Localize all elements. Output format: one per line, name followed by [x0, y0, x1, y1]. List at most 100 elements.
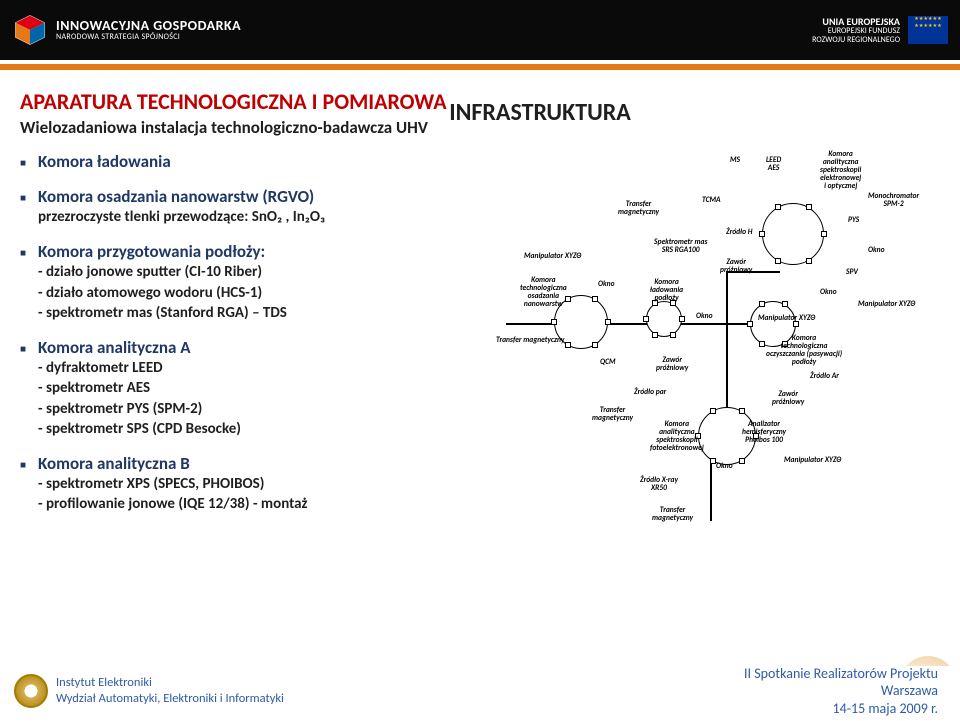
- diagram-label: Źródło X-rayXR50: [640, 477, 678, 493]
- section-line: - dyfraktometr LEED: [38, 358, 440, 378]
- logo-cube-icon: [12, 12, 48, 48]
- diagram-port: [710, 458, 716, 464]
- right-column: MSLEEDAESKomoraanalitycznaspektroskopiie…: [450, 151, 940, 529]
- section: Komora przygotowania podłoży:- działo jo…: [20, 241, 440, 323]
- diagram-label: Transfermagnetyczny: [652, 507, 693, 523]
- diagram-port: [739, 408, 745, 414]
- diagram-port: [565, 342, 571, 348]
- diagram-port: [806, 204, 812, 210]
- section-title: Komora analityczna B: [20, 453, 440, 474]
- diagram-label: Okno: [820, 289, 837, 297]
- diagram-label: TCMA: [702, 197, 721, 205]
- diagram-port: [551, 319, 557, 325]
- diagram-label: Komoratechnologicznaoczyszczania (pasywa…: [766, 335, 842, 367]
- logo-left-text: INNOWACYJNA GOSPODARKA NARODOWA STRATEGI…: [56, 18, 241, 42]
- section-body: przezroczyste tlenki przewodzące: SnO₂ ,…: [20, 207, 440, 227]
- diagram-label: Okno: [716, 463, 733, 471]
- section-title: Komora przygotowania podłoży:: [20, 241, 440, 262]
- diagram-port: [592, 342, 598, 348]
- footer-inst2: Wydział Automatyki, Elektroniki i Inform…: [56, 691, 284, 707]
- diagram-chamber: [762, 203, 824, 265]
- diagram-port: [821, 231, 827, 237]
- diagram-port: [759, 341, 765, 347]
- diagram-port: [652, 332, 658, 338]
- section-title: Komora ładowania: [20, 151, 440, 172]
- diagram-label: Źródło par: [634, 389, 666, 397]
- eu-flag-icon: [908, 16, 948, 44]
- section-line: - spektrometr mas (Stanford RGA) – TDS: [38, 303, 440, 323]
- section-line: - profilowanie jonowe (IQE 12/38) - mont…: [38, 494, 440, 514]
- diagram-label: Transfermagnetyczny: [618, 201, 659, 217]
- logo-right: UNIA EUROPEJSKA EUROPEJSKI FUNDUSZ ROZWO…: [812, 16, 948, 45]
- section-body: - działo jonowe sputter (CI-10 Riber)- d…: [20, 262, 440, 323]
- section-line: - spektrometr PYS (SPM-2): [38, 399, 440, 419]
- diagram-label: Zawórpróżniowy: [772, 391, 804, 407]
- diagram-label: Źródło Ar: [810, 373, 839, 381]
- diagram-label: SPV: [846, 269, 858, 277]
- diagram-port: [759, 231, 765, 237]
- diagram-label: Komoratechnologicznaosadzaniananowarstw: [520, 277, 567, 309]
- diagram-label: AnalizatorhemisferycznyPhoibos 100: [742, 421, 786, 445]
- diagram-label: Spektrometr masSRS RGA100: [654, 239, 707, 255]
- eu-line3: ROZWOJU REGIONALNEGO: [812, 36, 900, 45]
- left-column: Komora ładowania Komora osadzania nanowar…: [20, 151, 440, 529]
- diagram-label: Okno: [696, 313, 713, 321]
- orange-stripe: [0, 64, 960, 70]
- diagram-port: [643, 316, 649, 322]
- logo-left-subtitle: NARODOWA STRATEGIA SPÓJNOŚCI: [56, 33, 241, 42]
- section: Komora analityczna B- spektrometr XPS (S…: [20, 453, 440, 515]
- diagram-label: PYS: [848, 217, 859, 225]
- section-line: - spektrometr SPS (CPD Besocke): [38, 419, 440, 439]
- section: Komora osadzania nanowarstw (RGVO)przezr…: [20, 186, 440, 227]
- diagram-label: MS: [730, 157, 740, 165]
- diagram-label: Zawórpróżniowy: [656, 357, 688, 373]
- diagram-port: [605, 319, 611, 325]
- diagram-label: Transfer magnetyczny: [496, 337, 564, 345]
- diagram-port: [806, 258, 812, 264]
- diagram-label: Komoraanalitycznaspektroskopiifotoelektr…: [650, 421, 704, 453]
- diagram-label: Manipulator XYZΘ: [524, 253, 581, 261]
- section: Komora analityczna A- dyfraktometr LEED-…: [20, 337, 440, 439]
- footer-left: Instytut Elektroniki Wydział Automatyki,…: [14, 674, 284, 708]
- diagram-label: Źródło H: [726, 229, 753, 237]
- diagram-port: [679, 316, 685, 322]
- section-body: - dyfraktometr LEED- spektrometr AES- sp…: [20, 358, 440, 439]
- diagram-port: [739, 458, 745, 464]
- diagram-port: [592, 296, 598, 302]
- diagram-label: Zawórpróżniowy: [720, 259, 752, 275]
- diagram-line: [506, 323, 756, 325]
- logo-left-title: INNOWACYJNA GOSPODARKA: [56, 18, 241, 33]
- section-title: Komora osadzania nanowarstw (RGVO): [20, 186, 440, 207]
- diagram-label: Okno: [598, 281, 615, 289]
- diagram-port: [775, 258, 781, 264]
- section-line: przezroczyste tlenki przewodzące: SnO₂ ,…: [38, 207, 440, 227]
- diagram-label: LEEDAES: [766, 157, 781, 173]
- logo-left: INNOWACYJNA GOSPODARKA NARODOWA STRATEGI…: [12, 12, 241, 48]
- footer-meet1: II Spotkanie Realizatorów Projektu: [744, 665, 938, 683]
- section: Komora ładowania: [20, 151, 440, 172]
- diagram-label: Manipulator XYZΘ: [784, 457, 841, 465]
- diagram-label: MonochromatorSPM-2: [868, 193, 919, 209]
- section-line: - działo jonowe sputter (CI-10 Riber): [38, 262, 440, 282]
- diagram-port: [759, 301, 765, 307]
- section-body: - spektrometr XPS (SPECS, PHOIBOS)- prof…: [20, 474, 440, 515]
- section-line: - spektrometr AES: [38, 378, 440, 398]
- diagram-port: [710, 408, 716, 414]
- section-title: Komora analityczna A: [20, 337, 440, 358]
- footer-right: II Spotkanie Realizatorów Projektu Warsz…: [736, 661, 946, 721]
- footer-inst1: Instytut Elektroniki: [56, 675, 284, 691]
- content-area: APARATURA TECHNOLOGICZNA I POMIAROWA Wie…: [0, 80, 960, 666]
- section-line: - spektrometr XPS (SPECS, PHOIBOS): [38, 474, 440, 494]
- footer-meet2: Warszawa: [744, 682, 938, 700]
- uhv-diagram: MSLEEDAESKomoraanalitycznaspektroskopiie…: [450, 151, 920, 521]
- diagram-label: Manipulator XYZΘ: [758, 315, 815, 323]
- diagram-port: [775, 204, 781, 210]
- diagram-label: Transfermagnetyczny: [592, 407, 633, 423]
- diagram-label: QCM: [600, 359, 616, 367]
- footer: Instytut Elektroniki Wydział Automatyki,…: [0, 666, 960, 716]
- diagram-port: [670, 332, 676, 338]
- header-band: INNOWACYJNA GOSPODARKA NARODOWA STRATEGI…: [0, 0, 960, 60]
- diagram-label: Komoraładowaniapodłoży: [650, 279, 683, 303]
- diagram-label: Okno: [868, 247, 885, 255]
- diagram-port: [782, 301, 788, 307]
